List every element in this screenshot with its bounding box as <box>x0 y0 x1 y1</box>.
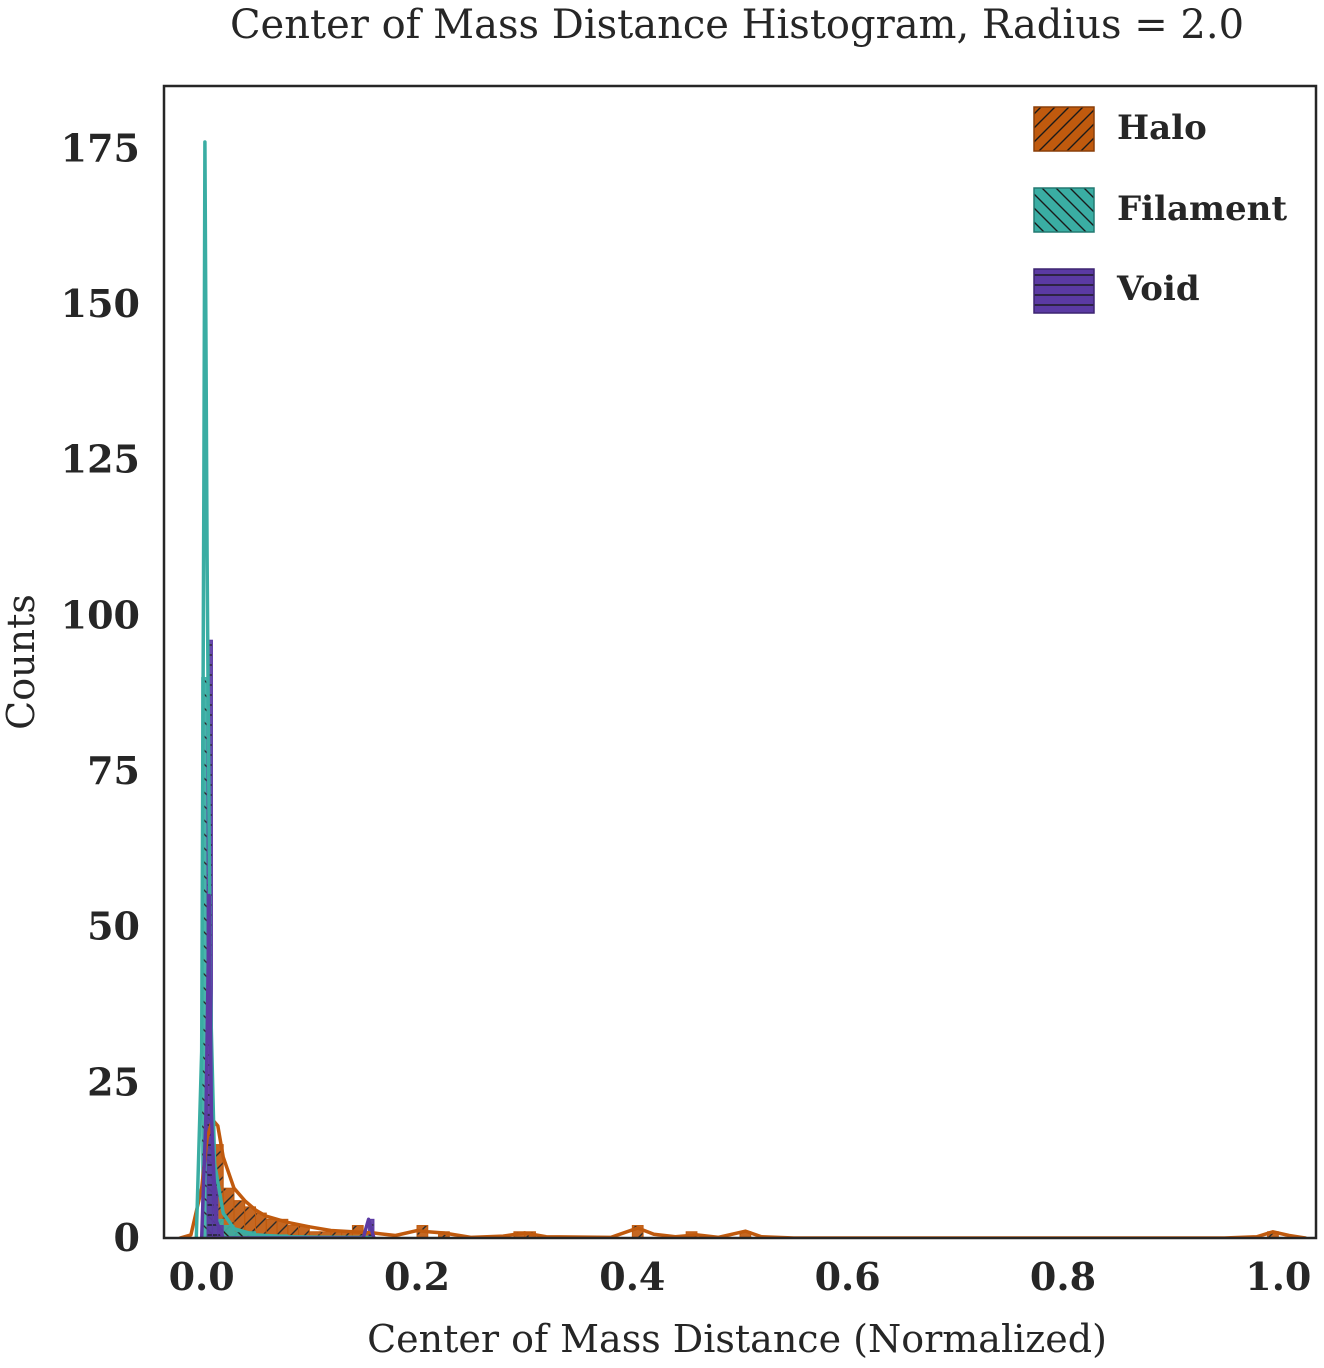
y-tick-label-2: 50 <box>87 904 140 949</box>
legend-label-void: Void <box>1116 269 1200 309</box>
x-tick-label-1: 0.2 <box>384 1254 450 1299</box>
legend-item-filament: Filament <box>1033 187 1287 233</box>
legend: Halo Filament Void <box>1033 106 1287 314</box>
legend-swatch-halo <box>1033 106 1095 152</box>
x-axis-label: Center of Mass Distance (Normalized) <box>367 1317 1107 1361</box>
legend-swatch-void <box>1033 268 1095 314</box>
chart-title: Center of Mass Distance Histogram, Radiu… <box>230 2 1244 48</box>
y-tick-label-0: 0 <box>114 1215 140 1260</box>
x-tick-label-2: 0.4 <box>599 1254 665 1299</box>
legend-item-void: Void <box>1033 268 1200 314</box>
y-axis-ticks: 0 25 50 75 100 125 150 175 <box>61 125 140 1260</box>
x-axis-ticks: 0.0 0.2 0.4 0.6 0.8 1.0 <box>169 1254 1312 1299</box>
x-tick-label-0: 0.0 <box>169 1254 235 1299</box>
x-tick-label-4: 0.8 <box>1030 1254 1096 1299</box>
legend-label-halo: Halo <box>1117 108 1207 148</box>
kde-curve-filament <box>194 140 376 1238</box>
y-tick-label-7: 175 <box>61 125 140 170</box>
y-tick-label-3: 75 <box>87 748 140 793</box>
x-tick-label-5: 1.0 <box>1245 1254 1311 1299</box>
y-tick-label-1: 25 <box>87 1059 140 1104</box>
y-axis-label: Counts <box>0 594 43 730</box>
legend-swatch-filament <box>1033 187 1095 233</box>
legend-label-filament: Filament <box>1117 189 1287 229</box>
kde-curve-void <box>199 893 376 1238</box>
plot-frame <box>162 84 1318 1240</box>
kde-curve-halo <box>178 1117 1307 1238</box>
x-tick-label-3: 0.6 <box>815 1254 881 1299</box>
y-tick-label-4: 100 <box>61 592 140 637</box>
legend-item-halo: Halo <box>1033 106 1207 152</box>
y-tick-label-6: 150 <box>61 281 140 326</box>
y-tick-label-5: 125 <box>61 437 140 482</box>
bars-layer <box>201 639 1279 1238</box>
